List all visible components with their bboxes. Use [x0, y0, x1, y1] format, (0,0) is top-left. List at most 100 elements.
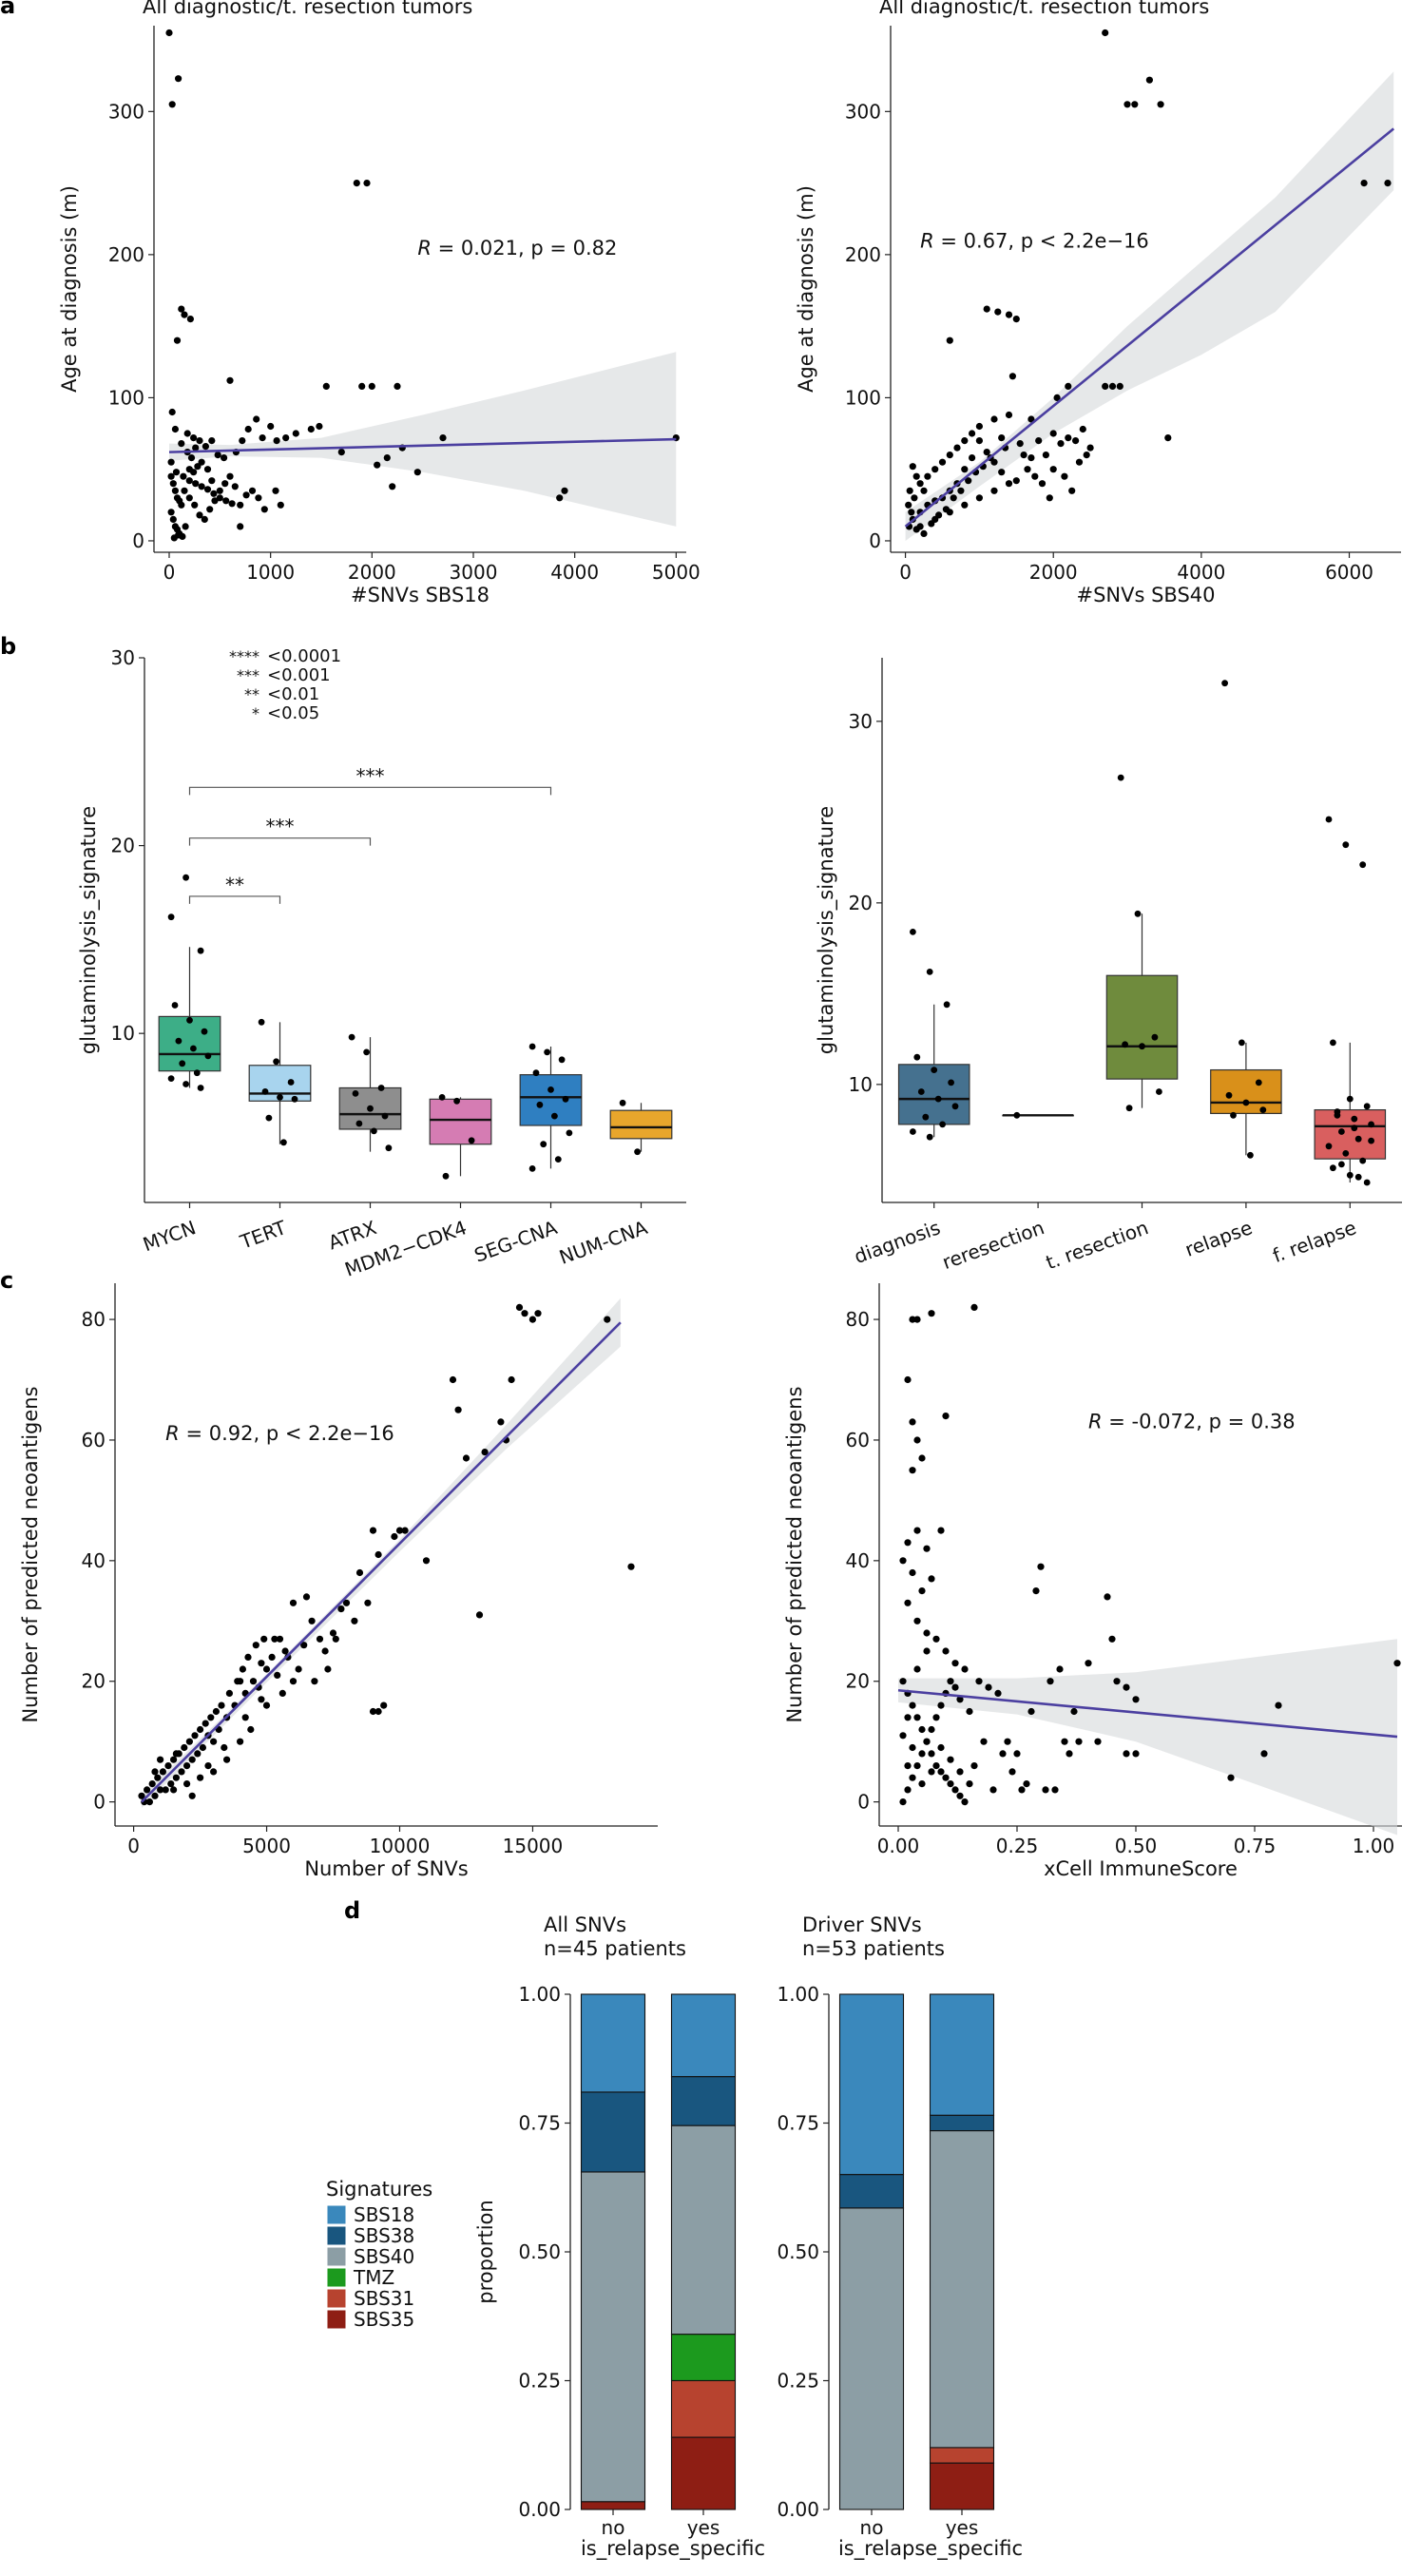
data-point: [391, 1532, 398, 1541]
data-point: [521, 1310, 528, 1317]
data-point: [355, 1568, 364, 1577]
data-point: [210, 490, 218, 497]
data-point: [144, 1786, 151, 1794]
data-point: [904, 1786, 912, 1794]
x-tick-label: 4000: [550, 561, 599, 584]
data-point: [234, 1678, 241, 1685]
data-point: [998, 469, 1006, 476]
data-point: [173, 336, 182, 344]
x-tick-label: 3000: [450, 561, 498, 584]
x-tick-label: MYCN: [140, 1216, 199, 1256]
data-point: [179, 532, 186, 541]
y-tick-label: 60: [82, 1429, 106, 1451]
data-point: [1359, 1157, 1367, 1164]
data-point: [151, 1792, 159, 1799]
data-point: [951, 1683, 959, 1691]
data-point: [210, 1768, 218, 1776]
data-point: [899, 1798, 907, 1806]
x-tick-label: 6000: [1325, 561, 1373, 584]
box-seg-cna: [519, 1074, 583, 1126]
data-point: [918, 1587, 926, 1595]
data-point: [1027, 415, 1035, 423]
data-point: [389, 483, 396, 490]
data-point: [367, 1105, 374, 1112]
data-point: [604, 1316, 611, 1323]
data-point: [316, 422, 323, 431]
legend-swatch-sbs35: [326, 2309, 347, 2330]
data-point: [358, 382, 366, 390]
data-point: [381, 1112, 389, 1120]
pvalue-legend-text: <0.001: [267, 665, 331, 685]
significance-label: **: [225, 874, 244, 896]
y-tick-label: 20: [849, 892, 873, 914]
data-point: [442, 1172, 450, 1180]
data-point: [1042, 452, 1049, 459]
data-point: [252, 1642, 259, 1649]
data-point: [191, 501, 199, 509]
data-point: [913, 1714, 921, 1721]
x-axis-label: #SNVs SBS18: [351, 584, 490, 606]
data-point: [909, 1774, 916, 1781]
data-point: [899, 1678, 907, 1685]
regression-line: [141, 1321, 622, 1803]
data-point: [1134, 910, 1142, 917]
data-point: [422, 1557, 431, 1565]
data-point: [551, 1112, 558, 1120]
data-point: [348, 1033, 355, 1041]
data-point: [1393, 1660, 1401, 1667]
data-point: [924, 472, 931, 480]
data-point: [239, 437, 246, 445]
chart-a2: 0 2000 4000 6000 0 100 200 300 R = 0.67, p < 2.2…: [795, 0, 1401, 606]
bar-segment-sbs40: [670, 2124, 737, 2336]
y-tick-label: 0.50: [777, 2240, 819, 2263]
data-point: [259, 434, 266, 442]
data-point: [183, 430, 191, 437]
data-point: [1013, 1111, 1021, 1119]
data-point: [1259, 1106, 1267, 1113]
data-point: [1085, 1660, 1092, 1667]
data-point: [1239, 1039, 1245, 1047]
x-axis-label: Number of SNVs: [304, 1857, 468, 1880]
data-point: [321, 1647, 329, 1655]
data-point: [188, 1792, 196, 1799]
data-point: [1346, 1171, 1354, 1179]
data-point: [913, 1527, 921, 1534]
data-point: [226, 376, 234, 384]
data-point: [194, 1750, 202, 1758]
y-tick-label: 0.00: [518, 2498, 561, 2521]
data-point: [182, 874, 190, 881]
x-tick-label: yes: [946, 2516, 979, 2539]
data-point: [1008, 373, 1016, 380]
data-point: [1359, 861, 1367, 869]
data-point: [167, 1780, 175, 1788]
confidence-band: [169, 352, 677, 527]
x-tick-label: 2000: [1029, 561, 1078, 584]
y-tick-label: 1.00: [777, 1983, 819, 2006]
data-point: [1123, 1750, 1130, 1758]
data-point: [182, 1081, 190, 1087]
data-point: [956, 1768, 964, 1776]
chart-c2: 0.00 0.25 0.50 0.75 1.00 0 20 40 60 80 R = -0.072,…: [783, 1283, 1402, 1880]
data-point: [1102, 29, 1109, 37]
data-point: [1016, 440, 1024, 448]
data-point: [528, 1316, 537, 1323]
data-point: [237, 1738, 244, 1745]
data-point: [1360, 180, 1368, 187]
data-point: [192, 444, 200, 452]
chart-c1: 0 5000 10000 15000 0 20 40 60 80 R = 0.92, p < 2.…: [19, 1283, 658, 1880]
data-point: [1225, 1091, 1233, 1099]
data-point: [926, 969, 933, 975]
data-point: [956, 1696, 964, 1703]
data-point: [1156, 1088, 1162, 1095]
data-point: [197, 1725, 204, 1734]
x-tick-label: 0.75: [1234, 1835, 1277, 1857]
data-point: [1145, 76, 1153, 84]
correlation-annotation: R = 0.021, p = 0.82: [417, 237, 617, 260]
data-point: [1132, 1696, 1140, 1703]
y-tick-label: 200: [108, 243, 144, 266]
y-tick-label: 0.75: [777, 2112, 819, 2135]
data-point: [1070, 1707, 1078, 1716]
data-point: [1012, 477, 1020, 485]
data-point: [943, 1001, 951, 1009]
data-point: [337, 449, 345, 456]
